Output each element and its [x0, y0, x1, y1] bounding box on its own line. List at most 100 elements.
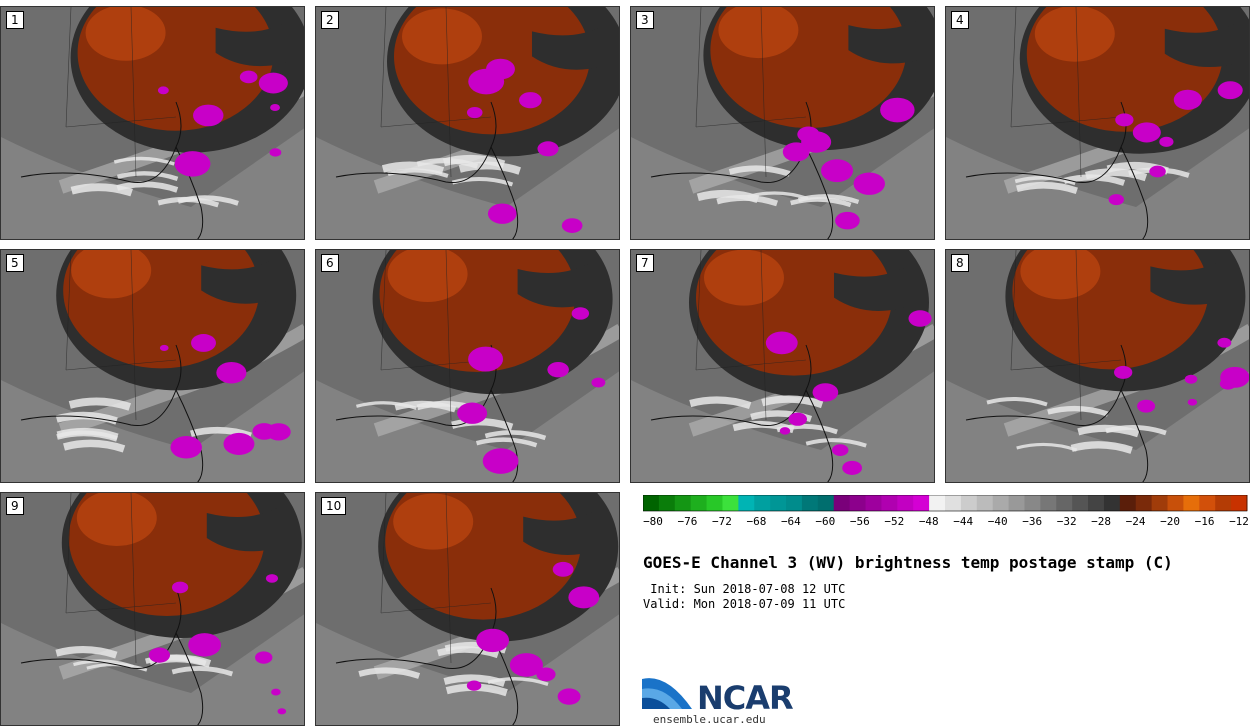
colorbar-tick-label: −48 — [919, 515, 939, 528]
warm-core — [1020, 250, 1101, 300]
coastline — [175, 344, 204, 482]
convective-cell — [457, 402, 488, 424]
convective-cell — [788, 412, 808, 426]
warm-core — [387, 250, 468, 303]
light-band — [631, 371, 934, 482]
colorbar-segment — [913, 495, 930, 511]
ncar-logo-text: NCAR — [697, 679, 794, 717]
ncar-url: ensemble.ucar.edu — [653, 713, 766, 726]
gulf-coast — [20, 146, 177, 184]
convective-cell — [561, 218, 583, 233]
convective-cell — [547, 361, 569, 378]
moisture-streak — [761, 395, 824, 409]
convective-cell — [476, 628, 510, 653]
moisture-streak — [113, 156, 175, 166]
moisture-streak — [1016, 181, 1078, 194]
coastline — [1120, 101, 1149, 239]
convective-cell — [216, 361, 247, 384]
panel-number: 8 — [951, 254, 969, 272]
stamp-panel-6: 6 — [315, 249, 620, 483]
convective-cell — [552, 561, 574, 577]
colorbar-segment — [1008, 495, 1025, 511]
colorbar-tick-label: −40 — [988, 515, 1008, 528]
convective-cell — [269, 148, 282, 157]
colorbar-segment — [1088, 495, 1105, 511]
convective-cell — [519, 92, 542, 109]
convective-cell — [831, 444, 849, 456]
colorbar-tick-label: −36 — [1022, 515, 1042, 528]
colorbar-segment — [1167, 495, 1184, 511]
colorbar-segment — [1024, 495, 1041, 511]
convective-cell — [1217, 337, 1232, 348]
gulf-coast — [335, 632, 492, 670]
moisture-streak — [145, 654, 207, 666]
convective-cell — [821, 159, 854, 183]
colorbar-segment — [1231, 495, 1248, 511]
coastline — [490, 344, 519, 482]
convective-cell — [174, 151, 211, 177]
moisture-streak — [387, 168, 449, 178]
convective-cell — [842, 460, 863, 475]
dry-slot — [833, 267, 904, 311]
colorbar-tick-label: −16 — [1195, 515, 1215, 528]
warm-core — [393, 493, 474, 550]
dry-slot — [523, 511, 594, 555]
panel-number: 2 — [321, 11, 339, 29]
convective-cell — [1173, 89, 1202, 110]
convective-cell — [568, 586, 600, 609]
convective-cell — [191, 334, 216, 352]
dry-slot — [531, 26, 602, 70]
stamp-panel-10: 10 — [315, 492, 620, 726]
warm-core — [718, 7, 799, 59]
colorbar-tick-label: −24 — [1126, 515, 1146, 528]
convective-cell — [537, 141, 559, 157]
colorbar-tick-label: −32 — [1057, 515, 1077, 528]
convective-cell — [148, 647, 171, 663]
convective-cell — [255, 651, 273, 664]
convective-cell — [270, 103, 280, 111]
colorbar-segment — [976, 495, 994, 511]
colorbar-tick-label: −76 — [678, 515, 698, 528]
colorbar-segment — [1103, 495, 1121, 511]
convective-cell — [171, 581, 189, 594]
moisture-streak — [73, 659, 134, 669]
moisture-streak — [443, 674, 506, 687]
colorbar-segment — [738, 495, 755, 511]
init-time: Init: Sun 2018-07-08 12 UTC — [643, 582, 846, 596]
warm-core — [401, 8, 482, 65]
colorbar-segment — [881, 495, 898, 511]
light-band — [1, 614, 304, 725]
stamp-panel-8: 8 — [945, 249, 1250, 483]
moisture-streak — [458, 161, 521, 175]
state-lines — [1010, 250, 1122, 421]
light-band — [316, 371, 619, 482]
convective-cell — [193, 104, 224, 127]
warm-core — [85, 7, 166, 61]
panel-number: 5 — [6, 254, 24, 272]
light-band — [631, 128, 934, 239]
moisture-streak — [116, 171, 179, 181]
warm-core — [704, 250, 784, 306]
light-band — [316, 128, 619, 239]
colorbar-segment — [1215, 495, 1232, 511]
colorbar-segment — [1135, 495, 1153, 511]
convective-cell — [835, 211, 860, 230]
colorbar-segment — [674, 495, 692, 511]
state-lines — [380, 493, 492, 664]
stamp-panel-1: 1 — [0, 6, 305, 240]
gulf-coast — [20, 389, 177, 427]
stamp-panel-4: 4 — [945, 6, 1250, 240]
convective-cell — [487, 203, 517, 224]
light-band — [1, 128, 304, 239]
convective-cell — [765, 331, 798, 355]
moisture-streak — [70, 183, 133, 197]
convective-cell — [1184, 374, 1198, 384]
coastline — [805, 344, 834, 482]
moisture-streak — [1084, 168, 1148, 182]
moisture-streak — [696, 189, 760, 203]
convective-cell — [1137, 399, 1156, 413]
moisture-streak — [55, 411, 118, 425]
convective-cell — [468, 346, 504, 372]
colorbar-segment — [658, 495, 676, 511]
convective-cell — [1187, 398, 1198, 406]
